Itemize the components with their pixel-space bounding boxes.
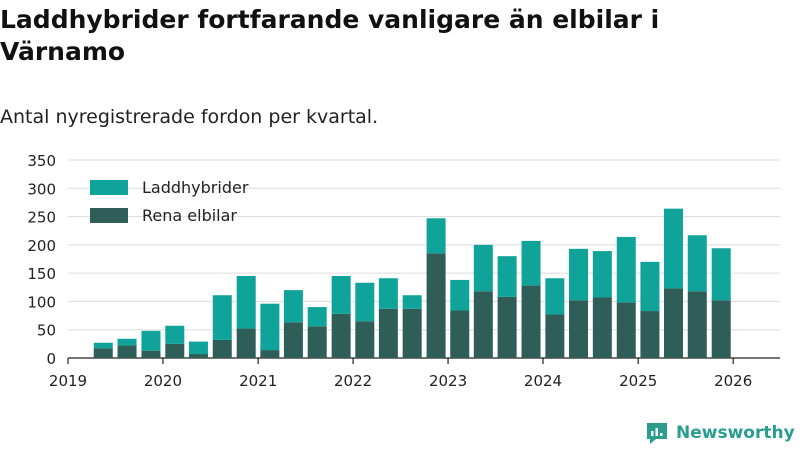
- bar-laddhybrider: [331, 275, 351, 314]
- bar-laddhybrider: [663, 208, 683, 289]
- gridlines: [68, 159, 780, 359]
- y-tick-label: 50: [37, 322, 56, 340]
- legend-swatch: [90, 208, 128, 223]
- x-tick-label: 2025: [619, 372, 657, 390]
- bar-laddhybrider: [569, 248, 589, 301]
- bar-rena-elbilar: [165, 343, 185, 358]
- chart-title: Laddhybrider fortfarande vanligare än el…: [0, 5, 660, 66]
- bar-rena-elbilar: [236, 328, 256, 358]
- x-tick-label: 2021: [239, 372, 277, 390]
- bar-laddhybrider: [165, 325, 185, 344]
- bar-laddhybrider: [616, 236, 636, 303]
- y-tick-label: 0: [46, 350, 56, 368]
- x-tick-label: 2024: [524, 372, 562, 390]
- bar-laddhybrider: [545, 278, 565, 315]
- bar-rena-elbilar: [283, 322, 303, 358]
- bar-laddhybrider: [402, 295, 422, 309]
- bar-rena-elbilar: [188, 354, 208, 358]
- bar-laddhybrider: [592, 251, 612, 298]
- bar-rena-elbilar: [378, 308, 398, 358]
- bar-rena-elbilar: [687, 291, 707, 358]
- chart-subtitle: Antal nyregistrerade fordon per kvartal.: [0, 106, 379, 128]
- bar-rena-elbilar: [355, 321, 375, 358]
- y-tick-label: 350: [27, 152, 56, 170]
- bar-rena-elbilar: [616, 302, 636, 358]
- bar-laddhybrider: [473, 244, 493, 292]
- x-axis-ticks: 2019 2020 2021 2022 2023 2024 2025 2026: [49, 358, 752, 390]
- bar-rena-elbilar: [307, 326, 327, 358]
- bar-laddhybrider: [93, 342, 113, 349]
- y-tick-label: 150: [27, 265, 56, 283]
- y-tick-label: 200: [27, 237, 56, 255]
- bars: [93, 208, 731, 358]
- bar-rena-elbilar: [592, 297, 612, 358]
- x-tick-label: 2022: [334, 372, 372, 390]
- bar-rena-elbilar: [93, 348, 113, 358]
- legend-swatch: [90, 180, 128, 195]
- legend: Laddhybrider Rena elbilar: [90, 178, 249, 225]
- bar-rena-elbilar: [497, 296, 517, 358]
- bar-laddhybrider: [640, 261, 660, 312]
- bar-laddhybrider: [188, 341, 208, 355]
- bar-laddhybrider: [687, 235, 707, 292]
- x-tick-label: 2023: [429, 372, 467, 390]
- bar-laddhybrider: [307, 307, 327, 327]
- y-tick-label: 300: [27, 180, 56, 198]
- bar-laddhybrider: [212, 295, 232, 340]
- newsworthy-logo-text: Newsworthy: [676, 423, 795, 443]
- bar-rena-elbilar: [331, 313, 351, 358]
- bar-laddhybrider: [283, 290, 303, 323]
- bar-rena-elbilar: [402, 308, 422, 358]
- y-tick-label: 250: [27, 209, 56, 227]
- bar-laddhybrider: [497, 256, 517, 297]
- bar-rena-elbilar: [473, 291, 493, 358]
- bar-laddhybrider: [378, 278, 398, 309]
- bar-rena-elbilar: [141, 350, 161, 358]
- legend-label: Rena elbilar: [142, 206, 237, 225]
- bar-laddhybrider: [260, 303, 280, 351]
- bar-laddhybrider: [426, 218, 446, 254]
- y-tick-label: 100: [27, 293, 56, 311]
- newsworthy-logo-icon: [647, 423, 667, 444]
- bar-rena-elbilar: [450, 310, 470, 358]
- bar-laddhybrider: [117, 338, 137, 346]
- x-tick-label: 2019: [49, 372, 87, 390]
- bar-laddhybrider: [355, 282, 375, 322]
- bar-laddhybrider: [521, 240, 541, 286]
- bar-rena-elbilar: [640, 311, 660, 358]
- bar-rena-elbilar: [117, 345, 137, 358]
- bar-rena-elbilar: [711, 300, 731, 358]
- bar-rena-elbilar: [212, 339, 232, 358]
- bar-rena-elbilar: [569, 300, 589, 358]
- x-tick-label: 2026: [714, 372, 752, 390]
- bar-laddhybrider: [236, 275, 256, 329]
- bar-laddhybrider: [711, 248, 731, 301]
- newsworthy-logo: Newsworthy: [644, 420, 795, 446]
- bar-laddhybrider: [450, 279, 470, 311]
- bar-rena-elbilar: [426, 253, 446, 358]
- bar-rena-elbilar: [663, 288, 683, 358]
- y-axis-ticks: 0 50 100 150 200 250 300 350: [27, 152, 56, 368]
- bar-laddhybrider: [141, 330, 161, 351]
- legend-label: Laddhybrider: [142, 178, 249, 197]
- bar-rena-elbilar: [521, 285, 541, 358]
- x-tick-label: 2020: [144, 372, 182, 390]
- bar-rena-elbilar: [545, 314, 565, 358]
- bar-rena-elbilar: [260, 350, 280, 358]
